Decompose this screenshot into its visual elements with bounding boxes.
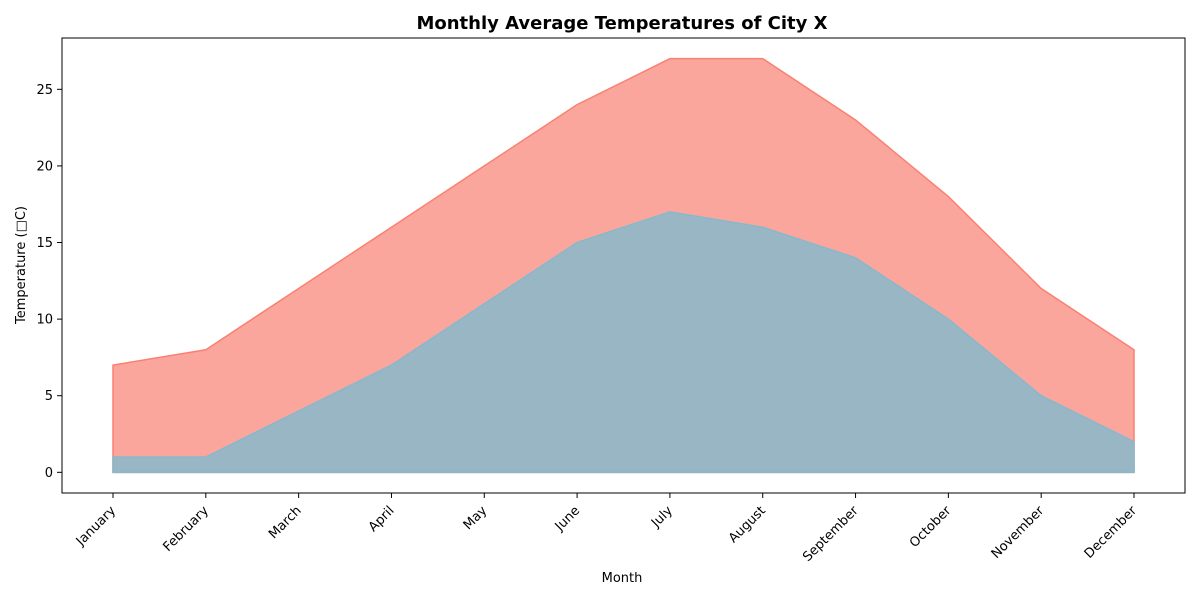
x-tick-label: December bbox=[1082, 503, 1141, 562]
y-axis-label: Temperature (□C) bbox=[14, 206, 29, 325]
x-tick-label: July bbox=[648, 503, 676, 531]
x-axis: January February March April May June July Augu… bbox=[73, 493, 1141, 565]
y-tick-label: 25 bbox=[36, 83, 53, 98]
x-tick-label: August bbox=[726, 503, 769, 546]
plot-frame bbox=[61, 37, 1186, 494]
y-tick-label: 0 bbox=[45, 466, 53, 481]
y-axis: 0 5 10 15 20 25 bbox=[36, 83, 62, 481]
y-tick-label: 20 bbox=[36, 159, 53, 174]
x-axis-label: Month bbox=[602, 571, 643, 586]
y-tick-label: 5 bbox=[45, 389, 53, 404]
x-tick-label: June bbox=[552, 503, 583, 534]
y-tick-label: 15 bbox=[36, 236, 53, 251]
x-tick-label: November bbox=[989, 503, 1048, 562]
y-tick-label: 10 bbox=[36, 313, 53, 328]
x-tick-label: May bbox=[461, 503, 491, 533]
chart-title: Monthly Average Temperatures of City X bbox=[416, 13, 827, 34]
series-2-area bbox=[112, 211, 1135, 474]
x-tick-label: April bbox=[366, 503, 398, 535]
x-tick-label: March bbox=[266, 503, 305, 542]
x-tick-label: September bbox=[800, 503, 862, 565]
x-tick-label: February bbox=[161, 503, 213, 555]
x-tick-label: October bbox=[907, 503, 955, 551]
series-2 bbox=[112, 211, 1135, 474]
series-layer bbox=[112, 57, 1135, 474]
x-tick-label: January bbox=[73, 503, 119, 549]
